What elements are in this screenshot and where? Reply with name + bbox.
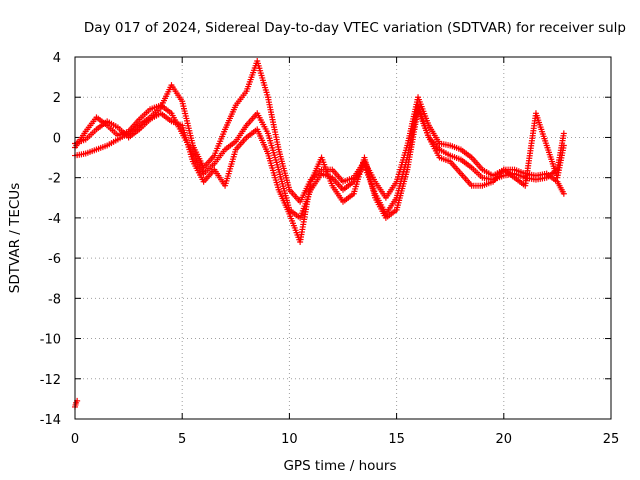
data-point	[560, 190, 567, 197]
y-tick-label: -2	[48, 172, 61, 187]
x-tick-label: 5	[178, 432, 186, 447]
data-point	[560, 130, 567, 137]
data-points	[72, 58, 567, 410]
data-point	[560, 142, 567, 149]
y-tick-label: -8	[48, 292, 61, 307]
x-axis-label: GPS time / hours	[283, 458, 396, 474]
y-tick-label: -6	[48, 252, 61, 267]
y-tick-label: 4	[53, 51, 61, 66]
y-tick-label: -14	[40, 413, 61, 428]
plot-frame	[74, 56, 612, 420]
y-tick-label: -4	[48, 212, 61, 227]
y-axis-label: SDTVAR / TECUs	[7, 183, 23, 293]
grid-lines	[75, 57, 611, 419]
x-tick-label: 25	[603, 432, 620, 447]
y-tick-label: 0	[53, 131, 61, 146]
x-tick-label: 10	[281, 432, 298, 447]
y-tick-label: -12	[40, 373, 61, 388]
y-tick-label: -10	[40, 333, 61, 348]
chart-title: Day 017 of 2024, Sidereal Day-to-day VTE…	[84, 20, 626, 36]
y-tick-label: 2	[53, 91, 61, 106]
x-tick-label: 0	[71, 432, 79, 447]
x-tick-label: 20	[496, 432, 513, 447]
x-tick-label: 15	[388, 432, 405, 447]
